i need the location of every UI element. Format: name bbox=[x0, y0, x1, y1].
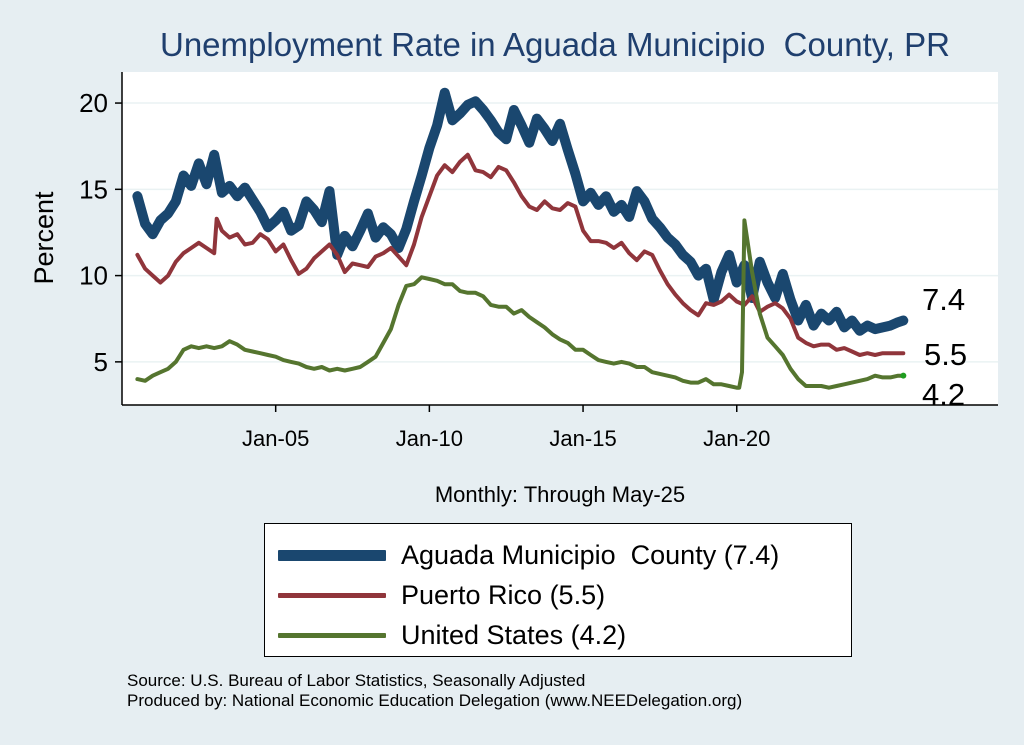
end-value-label-puerto-rico: 5.5 bbox=[924, 337, 967, 372]
legend-item-aguada: Aguada Municipio County (7.4) bbox=[265, 535, 851, 575]
legend-item-united-states: United States (4.2) bbox=[265, 615, 851, 655]
axis-ticks: 5 10 15 20 Jan-05 Jan-10 Jan-15 Jan-20 bbox=[79, 88, 770, 451]
legend-item-puerto-rico: Puerto Rico (5.5) bbox=[265, 575, 851, 615]
end-dot-united-states bbox=[900, 372, 907, 379]
legend-label-puerto-rico: Puerto Rico (5.5) bbox=[401, 579, 606, 610]
y-tick-label: 5 bbox=[94, 347, 108, 377]
end-value-labels: 7.4 5.5 4.2 bbox=[922, 282, 967, 412]
grid-lines bbox=[122, 102, 998, 363]
chart-title: Unemployment Rate in Aguada Municipio Co… bbox=[160, 26, 950, 63]
x-tick-label: Jan-15 bbox=[549, 426, 616, 451]
legend-label-aguada: Aguada Municipio County (7.4) bbox=[401, 539, 780, 570]
x-tick-label: Jan-05 bbox=[242, 426, 309, 451]
series-lines bbox=[132, 87, 909, 390]
legend-swatch-united-states bbox=[278, 632, 386, 638]
axes bbox=[121, 72, 998, 406]
x-axis-label: Monthly: Through May-25 bbox=[435, 482, 685, 507]
legend: Aguada Municipio County (7.4) Puerto Ric… bbox=[264, 523, 852, 657]
y-axis-label: Percent bbox=[29, 191, 59, 285]
legend-swatch-puerto-rico bbox=[278, 592, 386, 598]
y-tick-label: 20 bbox=[79, 88, 108, 118]
series-line-aguada bbox=[132, 87, 909, 336]
y-tick-label: 15 bbox=[79, 174, 108, 204]
series-line-united-states bbox=[135, 218, 906, 390]
x-tick-label: Jan-20 bbox=[703, 426, 770, 451]
source-note: Source: U.S. Bureau of Labor Statistics,… bbox=[127, 671, 586, 690]
y-tick-label: 10 bbox=[79, 261, 108, 291]
footnotes: Source: U.S. Bureau of Labor Statistics,… bbox=[127, 671, 742, 711]
legend-label-united-states: United States (4.2) bbox=[401, 619, 627, 650]
producer-note: Produced by: National Economic Education… bbox=[127, 691, 743, 710]
legend-swatch-aguada bbox=[278, 549, 386, 561]
end-value-label-united-states: 4.2 bbox=[922, 377, 965, 412]
series-line-puerto-rico bbox=[135, 152, 906, 357]
end-value-label-aguada: 7.4 bbox=[922, 282, 965, 317]
x-tick-label: Jan-10 bbox=[396, 426, 463, 451]
